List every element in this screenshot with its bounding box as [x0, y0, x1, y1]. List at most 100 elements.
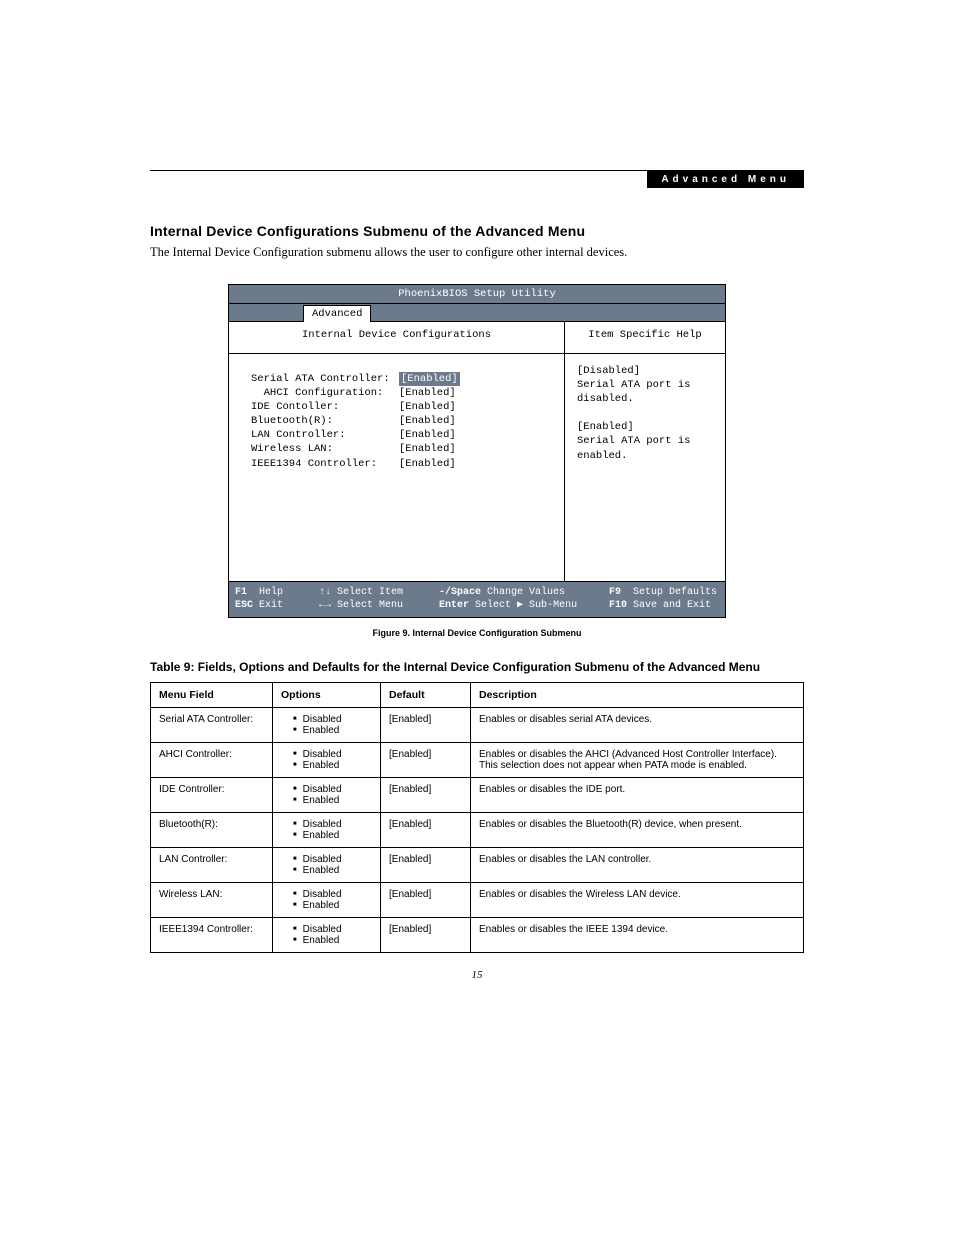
- cell-description: Enables or disables the IDE port.: [471, 777, 804, 812]
- key-leftright: ←→: [319, 600, 331, 611]
- bios-screenshot: PhoenixBIOS Setup Utility Advanced Inter…: [150, 284, 804, 618]
- figure-caption: Figure 9. Internal Device Configuration …: [150, 628, 804, 638]
- bios-setting-row: Serial ATA Controller:[Enabled]: [251, 372, 550, 386]
- cell-menu-field: Serial ATA Controller:: [151, 707, 273, 742]
- page-number: 15: [150, 969, 804, 981]
- bios-setting-row: AHCI Configuration:[Enabled]: [251, 386, 550, 400]
- bios-setting-value: [Enabled]: [399, 442, 456, 456]
- bios-help-panel: Item Specific Help [Disabled] Serial ATA…: [565, 322, 725, 580]
- key-f9: F9: [609, 587, 621, 598]
- cell-default: [Enabled]: [381, 847, 471, 882]
- bios-setting-label: IEEE1394 Controller:: [251, 457, 399, 471]
- bios-footer: F1 Help ↑↓ Select Item -/Space Change Va…: [229, 582, 725, 617]
- bios-setting-row: Bluetooth(R):[Enabled]: [251, 414, 550, 428]
- bios-title: PhoenixBIOS Setup Utility: [229, 285, 725, 304]
- cell-menu-field: IEEE1394 Controller:: [151, 917, 273, 952]
- table-header-row: Menu Field Options Default Description: [151, 682, 804, 707]
- option-item: Enabled: [293, 935, 372, 946]
- option-item: Enabled: [293, 900, 372, 911]
- option-item: Disabled: [293, 784, 372, 795]
- table-title: Table 9: Fields, Options and Defaults fo…: [150, 660, 804, 674]
- key-f1-label: Help: [259, 587, 283, 598]
- table-row: LAN Controller:DisabledEnabled[Enabled]E…: [151, 847, 804, 882]
- table-row: AHCI Controller:DisabledEnabled[Enabled]…: [151, 742, 804, 777]
- cell-description: Enables or disables the LAN controller.: [471, 847, 804, 882]
- key-f10: F10: [609, 600, 627, 611]
- key-leftright-label: Select Menu: [337, 600, 403, 611]
- bios-window: PhoenixBIOS Setup Utility Advanced Inter…: [228, 284, 726, 618]
- bios-left-panel: Internal Device Configurations Serial AT…: [229, 322, 565, 580]
- key-f9-label: Setup Defaults: [633, 587, 717, 598]
- cell-description: Enables or disables the Bluetooth(R) dev…: [471, 812, 804, 847]
- th-default: Default: [381, 682, 471, 707]
- cell-description: Enables or disables serial ATA devices.: [471, 707, 804, 742]
- bios-left-title: Internal Device Configurations: [229, 322, 564, 353]
- th-options: Options: [273, 682, 381, 707]
- cell-menu-field: LAN Controller:: [151, 847, 273, 882]
- bios-footer-row: F1 Help ↑↓ Select Item -/Space Change Va…: [235, 586, 719, 600]
- option-item: Enabled: [293, 760, 372, 771]
- table-row: Serial ATA Controller:DisabledEnabled[En…: [151, 707, 804, 742]
- bios-menubar: Advanced: [229, 304, 725, 322]
- bios-setting-value: [Enabled]: [399, 400, 456, 414]
- bios-setting-label: Wireless LAN:: [251, 442, 399, 456]
- cell-options: DisabledEnabled: [273, 777, 381, 812]
- key-esc: ESC: [235, 600, 253, 611]
- cell-options: DisabledEnabled: [273, 707, 381, 742]
- cell-menu-field: Wireless LAN:: [151, 882, 273, 917]
- intro-text: The Internal Device Configuration submen…: [150, 245, 804, 260]
- cell-default: [Enabled]: [381, 812, 471, 847]
- cell-description: Enables or disables the IEEE 1394 device…: [471, 917, 804, 952]
- bios-setting-label: LAN Controller:: [251, 428, 399, 442]
- bios-footer-row: ESC Exit ←→ Select Menu Enter Select ▶ S…: [235, 599, 719, 613]
- cell-options: DisabledEnabled: [273, 847, 381, 882]
- table-row: IDE Controller:DisabledEnabled[Enabled]E…: [151, 777, 804, 812]
- bios-settings-list: Serial ATA Controller:[Enabled] AHCI Con…: [229, 354, 564, 581]
- bios-setting-row: IEEE1394 Controller:[Enabled]: [251, 457, 550, 471]
- table-row: IEEE1394 Controller:DisabledEnabled[Enab…: [151, 917, 804, 952]
- option-item: Enabled: [293, 830, 372, 841]
- option-item: Disabled: [293, 749, 372, 760]
- bios-body: Internal Device Configurations Serial AT…: [229, 322, 725, 581]
- key-space-label: Change Values: [487, 587, 565, 598]
- cell-description: Enables or disables the AHCI (Advanced H…: [471, 742, 804, 777]
- table-row: Wireless LAN: DisabledEnabled [Enabled]Ena…: [151, 882, 804, 917]
- option-item: Disabled: [293, 854, 372, 865]
- bios-setting-row: IDE Contoller:[Enabled]: [251, 400, 550, 414]
- option-item: Disabled: [293, 889, 372, 900]
- cell-menu-field: AHCI Controller:: [151, 742, 273, 777]
- key-updown: ↑↓: [319, 587, 331, 598]
- key-esc-label: Exit: [259, 600, 283, 611]
- bios-setting-label: IDE Contoller:: [251, 400, 399, 414]
- option-item: Enabled: [293, 865, 372, 876]
- bios-setting-value: [Enabled]: [399, 457, 456, 471]
- header-rule: Advanced Menu: [150, 170, 804, 171]
- key-enter-label: Select ▶ Sub-Menu: [475, 600, 577, 611]
- bios-help-title: Item Specific Help: [565, 322, 725, 353]
- cell-options: DisabledEnabled: [273, 917, 381, 952]
- header-tag: Advanced Menu: [647, 171, 804, 188]
- cell-default: [Enabled]: [381, 742, 471, 777]
- cell-default: [Enabled]: [381, 777, 471, 812]
- bios-setting-value: [Enabled]: [399, 414, 456, 428]
- section-title: Internal Device Configurations Submenu o…: [150, 223, 804, 239]
- cell-menu-field: Bluetooth(R):: [151, 812, 273, 847]
- cell-options: DisabledEnabled: [273, 742, 381, 777]
- th-description: Description: [471, 682, 804, 707]
- table-row: Bluetooth(R):DisabledEnabled[Enabled]Ena…: [151, 812, 804, 847]
- bios-setting-row: Wireless LAN:[Enabled]: [251, 442, 550, 456]
- cell-menu-field: IDE Controller:: [151, 777, 273, 812]
- option-item: Enabled: [293, 795, 372, 806]
- option-item: Disabled: [293, 714, 372, 725]
- cell-default: [Enabled]: [381, 707, 471, 742]
- cell-description: Enables or disables the Wireless LAN dev…: [471, 882, 804, 917]
- key-enter: Enter: [439, 600, 469, 611]
- cell-default: [Enabled]: [381, 882, 471, 917]
- bios-setting-row: LAN Controller:[Enabled]: [251, 428, 550, 442]
- document-page: Advanced Menu Internal Device Configurat…: [0, 0, 954, 1235]
- bios-setting-label: Bluetooth(R):: [251, 414, 399, 428]
- bios-menutab-advanced: Advanced: [303, 305, 371, 322]
- option-item: Disabled: [293, 924, 372, 935]
- bios-setting-label: Serial ATA Controller:: [251, 372, 399, 386]
- bios-setting-label: AHCI Configuration:: [251, 386, 399, 400]
